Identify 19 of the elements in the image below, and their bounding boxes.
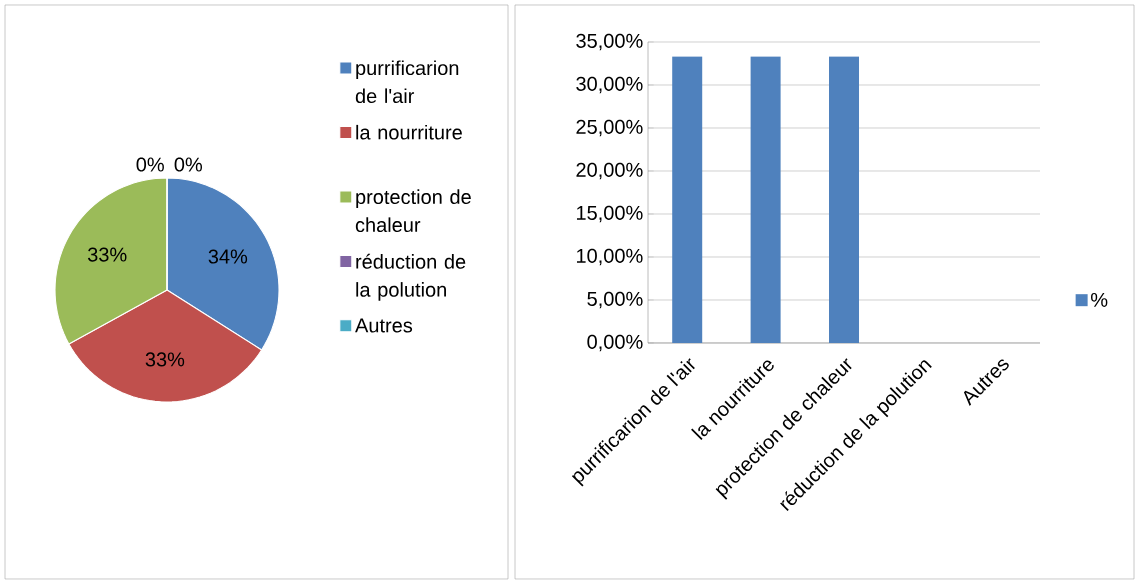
legend-label: purrificarion de l'air (355, 60, 459, 104)
y-tick-label: 10,00% (576, 248, 643, 266)
legend-label: réduction de la polution (356, 253, 466, 301)
data-label: 33% (145, 352, 185, 367)
text: 0% (174, 157, 203, 172)
data-label: 33% (87, 247, 127, 262)
legend-label: % (1091, 292, 1108, 307)
y-tick-label: 35,00% (576, 33, 643, 51)
y-tick-label: 30,00% (576, 76, 643, 94)
y-tick-label: 0,00% (587, 334, 643, 352)
legend-label: Autres (355, 318, 413, 333)
text: 0% (136, 157, 164, 172)
y-tick-label: 20,00% (576, 162, 643, 180)
y-tick-label: 5,00% (587, 291, 643, 309)
y-tick-label: 15,00% (576, 205, 643, 223)
legend-label: la nourriture (356, 124, 462, 140)
data-label: 34% (208, 249, 248, 264)
legend-label: protection de chaleur (355, 189, 471, 233)
y-tick-label: 25,00% (576, 119, 643, 137)
